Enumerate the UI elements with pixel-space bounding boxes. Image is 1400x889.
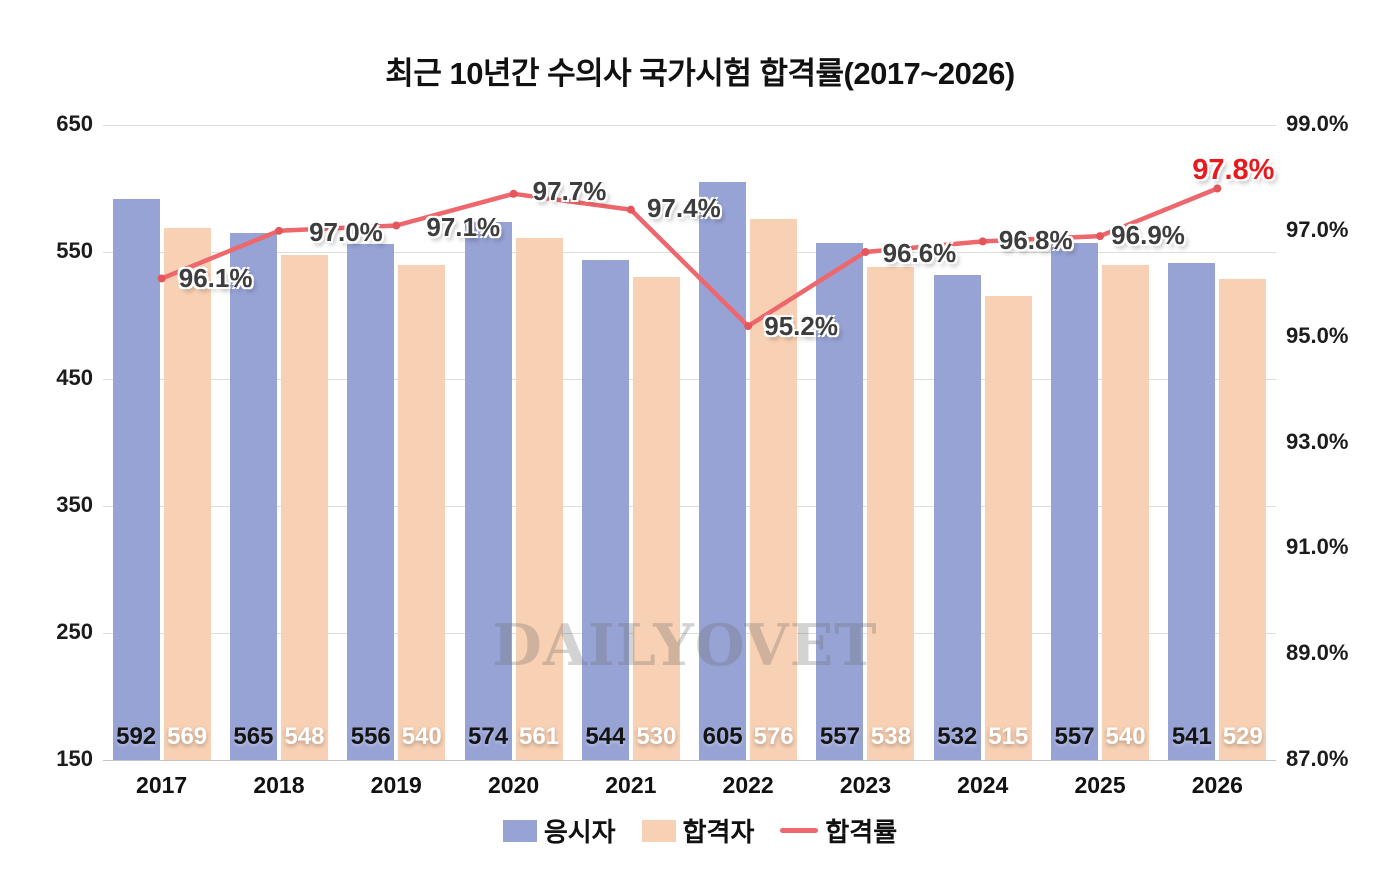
right-axis-tick-label: 97.0% — [1286, 216, 1349, 242]
bar-passers-2018 — [280, 254, 328, 760]
right-axis-tick-label: 99.0% — [1286, 111, 1349, 136]
legend-item-passers: 합격자 — [641, 812, 755, 849]
bar-value-label: 540 — [401, 723, 442, 750]
x-axis-label: 2021 — [605, 772, 657, 798]
bar-value-label: 557 — [819, 723, 860, 750]
bar-applicants-2018 — [229, 232, 277, 760]
x-axis-label: 2017 — [136, 772, 188, 798]
bar-applicants-2020 — [464, 221, 512, 760]
rate-line-swatch-icon — [780, 828, 819, 833]
bar-value-label: 538 — [870, 723, 911, 750]
bar-value-label: 561 — [519, 723, 560, 750]
bar-value-label: 530 — [636, 723, 677, 750]
bar-value-label: 569 — [167, 723, 208, 750]
legend-label-rate: 합격률 — [825, 817, 898, 847]
left-axis-tick-label: 150 — [56, 746, 93, 771]
x-axis-label: 2022 — [722, 772, 774, 798]
left-axis-tick-label: 450 — [56, 365, 93, 390]
bar-value-label: 541 — [1171, 723, 1212, 750]
right-axis-tick-label: 93.0% — [1286, 428, 1349, 454]
bar-passers-2020 — [515, 238, 563, 760]
rate-label: 96.9% — [1111, 220, 1185, 251]
right-axis-tick-label: 95.0% — [1286, 322, 1349, 348]
bar-value-label: 574 — [468, 723, 509, 750]
bar-applicants-2017 — [112, 198, 160, 760]
legend-item-rate: 합격률 — [780, 812, 897, 849]
left-axis-tick-label: 350 — [56, 492, 93, 517]
bar-applicants-2025 — [1051, 243, 1099, 760]
bar-value-label: 540 — [1105, 723, 1146, 750]
left-axis-tick-label: 650 — [56, 111, 93, 136]
bar-passers-2023 — [867, 267, 915, 760]
rate-label: 97.1% — [426, 211, 501, 242]
x-axis-label: 2019 — [370, 772, 422, 798]
bar-value-label: 548 — [284, 723, 325, 750]
x-axis-label: 2026 — [1191, 772, 1243, 798]
bar-value-label: 576 — [753, 723, 794, 750]
gridline — [103, 378, 1276, 380]
bar-value-label: 556 — [350, 723, 391, 750]
legend-label-passers: 합격자 — [682, 817, 755, 847]
bar-value-label: 592 — [116, 723, 157, 750]
bar-value-label: 529 — [1222, 723, 1263, 750]
bar-passers-2026 — [1219, 278, 1267, 760]
x-axis-label: 2023 — [839, 772, 892, 798]
bar-applicants-2024 — [933, 274, 981, 760]
applicants-bar-swatch-icon — [502, 819, 537, 842]
bar-value-label: 565 — [233, 723, 274, 750]
bar-passers-2024 — [984, 296, 1032, 760]
legend: 응시자 합격자 합격률 — [0, 812, 1400, 849]
right-axis-tick-label: 87.0% — [1286, 746, 1349, 771]
legend-item-applicants: 응시자 — [502, 812, 616, 849]
x-axis-label: 2025 — [1074, 772, 1126, 798]
rate-label: 97.4% — [646, 192, 721, 223]
bar-passers-2025 — [1102, 264, 1150, 760]
rate-label: 97.8% — [1192, 153, 1275, 186]
gridline — [103, 124, 1276, 126]
x-axis-label: 2024 — [957, 772, 1009, 798]
bar-passers-2021 — [632, 277, 680, 760]
left-axis-tick-label: 550 — [56, 238, 93, 263]
bar-value-label: 544 — [585, 723, 626, 750]
bar-value-label: 605 — [702, 723, 743, 750]
gridline — [103, 632, 1276, 634]
x-axis-label: 2018 — [253, 772, 305, 798]
watermark: DAILYOVET — [492, 612, 878, 679]
rate-label: 95.2% — [764, 311, 838, 342]
bar-applicants-2026 — [1168, 263, 1216, 760]
bar-value-label: 532 — [937, 723, 978, 750]
left-axis-tick-label: 250 — [56, 619, 93, 644]
right-axis-tick-label: 91.0% — [1286, 534, 1349, 560]
rate-label: 96.1% — [178, 263, 253, 294]
right-axis-tick-label: 89.0% — [1286, 640, 1349, 666]
chart-title: 최근 10년간 수의사 국가시험 합격률(2017~2026) — [385, 56, 1015, 91]
passers-bar-swatch-icon — [641, 819, 676, 842]
bar-applicants-2023 — [816, 243, 864, 760]
bar-value-label: 515 — [988, 723, 1029, 750]
bar-passers-2017 — [163, 227, 211, 760]
x-axis-label: 2020 — [487, 772, 540, 798]
legend-label-applicants: 응시자 — [543, 817, 616, 847]
bar-applicants-2019 — [347, 244, 395, 760]
bar-value-label: 557 — [1054, 723, 1095, 750]
bar-passers-2019 — [398, 264, 446, 760]
gridline — [103, 505, 1276, 507]
bar-applicants-2021 — [581, 259, 629, 760]
gridline — [103, 759, 1276, 761]
